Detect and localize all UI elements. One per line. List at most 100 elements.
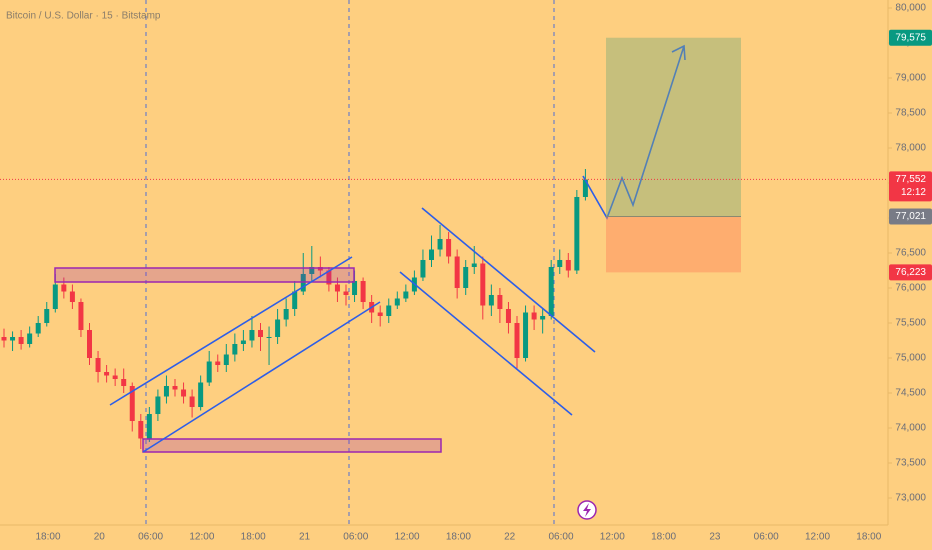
price-label: 79,575: [895, 32, 926, 43]
candle-body: [266, 336, 272, 338]
candle-body: [10, 336, 16, 341]
candle-body: [437, 238, 443, 250]
candle-body: [540, 315, 546, 320]
candle-body: [454, 256, 460, 288]
x-tick-label: 18:00: [241, 532, 266, 543]
candle-body: [275, 319, 281, 337]
candle-body: [292, 291, 298, 309]
candle-body: [61, 284, 67, 292]
y-tick-label: 73,000: [895, 493, 926, 504]
candle-body: [155, 396, 161, 415]
x-tick-label: 12:00: [805, 532, 830, 543]
candle-body: [146, 414, 152, 439]
candle-body: [240, 340, 246, 344]
candle-body: [258, 329, 263, 337]
candle-body: [215, 361, 221, 366]
x-tick-label: 12:00: [189, 532, 214, 543]
candle-body: [334, 284, 340, 292]
candle-body: [326, 270, 332, 285]
candle-body: [574, 196, 580, 271]
candle-body: [112, 375, 118, 380]
channel-line: [421, 207, 596, 353]
countdown: 12:12: [901, 187, 926, 198]
candle-body: [403, 291, 409, 299]
projection-arrow: [582, 45, 685, 220]
candle-body: [565, 259, 571, 271]
candle-body: [172, 386, 178, 390]
chart-title: Bitcoin / U.S. Dollar · 15 · Bitstamp: [6, 11, 161, 22]
x-tick-label: 18:00: [35, 532, 60, 543]
support-zone: [142, 438, 442, 453]
y-tick-label: 80,000: [895, 3, 926, 14]
candle-body: [283, 308, 289, 320]
profit-zone: [606, 37, 741, 217]
candle-body: [18, 336, 24, 344]
price-label: 77,552: [895, 174, 926, 185]
price-label-box: [889, 29, 932, 46]
candle-body: [471, 263, 477, 267]
y-tick-label: 76,000: [895, 283, 926, 294]
candle-body: [497, 294, 503, 309]
candle-body: [446, 238, 452, 257]
candle-body: [223, 354, 229, 366]
y-tick-label: 78,500: [895, 108, 926, 119]
price-label-box: [889, 208, 932, 225]
candle-body: [488, 294, 494, 306]
resistance-zone: [54, 267, 355, 283]
y-tick-label: 74,500: [895, 388, 926, 399]
y-tick-label: 73,500: [895, 458, 926, 469]
x-tick-label: 12:00: [395, 532, 420, 543]
candle-body: [52, 284, 58, 309]
candle-body: [523, 312, 529, 359]
candle-body: [386, 305, 392, 316]
candle-body: [163, 386, 169, 397]
x-tick-label: 18:00: [446, 532, 471, 543]
y-tick-label: 75,000: [895, 353, 926, 364]
candle-body: [557, 259, 563, 267]
y-tick-label: 74,000: [895, 423, 926, 434]
channel-line: [142, 301, 381, 453]
candle-body: [129, 386, 135, 422]
x-tick-label: 22: [504, 532, 516, 543]
candle-body: [138, 421, 144, 439]
drawings: [54, 44, 686, 453]
candle-body: [35, 322, 41, 334]
candles: [1, 168, 588, 450]
y-tick-label: 75,500: [895, 318, 926, 329]
price-label: 77,021: [895, 211, 926, 222]
candle-body: [69, 291, 75, 302]
x-tick-label: 06:00: [343, 532, 368, 543]
candle-body: [548, 266, 554, 316]
candle-body: [480, 263, 486, 306]
candle-body: [95, 358, 101, 373]
candle-body: [377, 312, 383, 316]
x-tick-label: 21: [299, 532, 311, 543]
x-tick-label: 06:00: [138, 532, 163, 543]
x-tick-label: 12:00: [600, 532, 625, 543]
candle-body: [352, 280, 358, 295]
candle-body: [78, 301, 84, 330]
candle-body: [104, 372, 110, 376]
candle-body: [198, 382, 204, 408]
candle-body: [121, 379, 127, 387]
x-tick-label: 20: [94, 532, 106, 543]
x-tick-label: 18:00: [651, 532, 676, 543]
candle-body: [189, 396, 195, 408]
candle-body: [181, 389, 187, 397]
y-tick-label: 79,000: [895, 73, 926, 84]
candle-body: [27, 333, 33, 344]
price-label-box: [889, 171, 932, 202]
candle-body: [394, 298, 400, 306]
candle-body: [343, 291, 349, 295]
price-label-box: [889, 264, 932, 281]
candle-body: [429, 249, 434, 260]
y-tick-label: 78,000: [895, 143, 926, 154]
icon-bolt: [583, 503, 591, 517]
candle-body: [232, 343, 238, 355]
candle-body: [531, 312, 537, 320]
candle-body: [463, 266, 469, 288]
candle-body: [582, 179, 588, 197]
x-tick-label: 18:00: [856, 532, 881, 543]
y-tick-label: 76,500: [895, 248, 926, 259]
